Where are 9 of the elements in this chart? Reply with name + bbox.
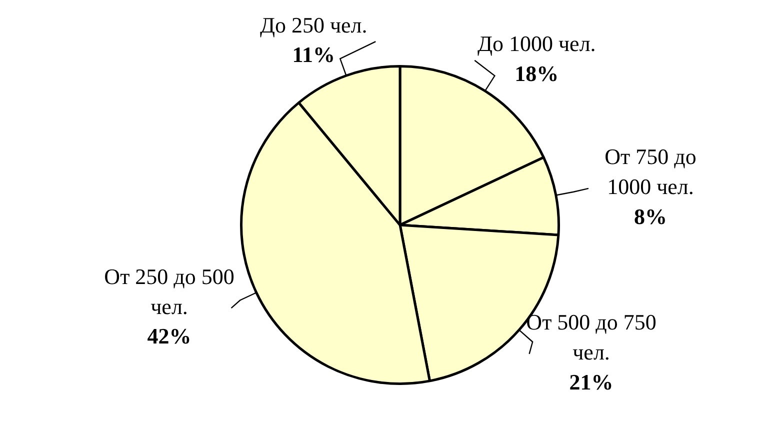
slice-label: До 1000 чел. [477, 31, 596, 56]
slice-label: От 250 до 500 чел. [104, 264, 234, 319]
data-label: 21% [569, 370, 614, 395]
slice-label: От 750 до 1000 чел. [604, 144, 696, 200]
data-label: 42% [147, 324, 192, 349]
data-label: 18% [514, 61, 559, 86]
slice-label: До 250 чел. [260, 12, 368, 38]
data-label: 8% [634, 204, 667, 230]
data-label: 11% [292, 42, 336, 68]
